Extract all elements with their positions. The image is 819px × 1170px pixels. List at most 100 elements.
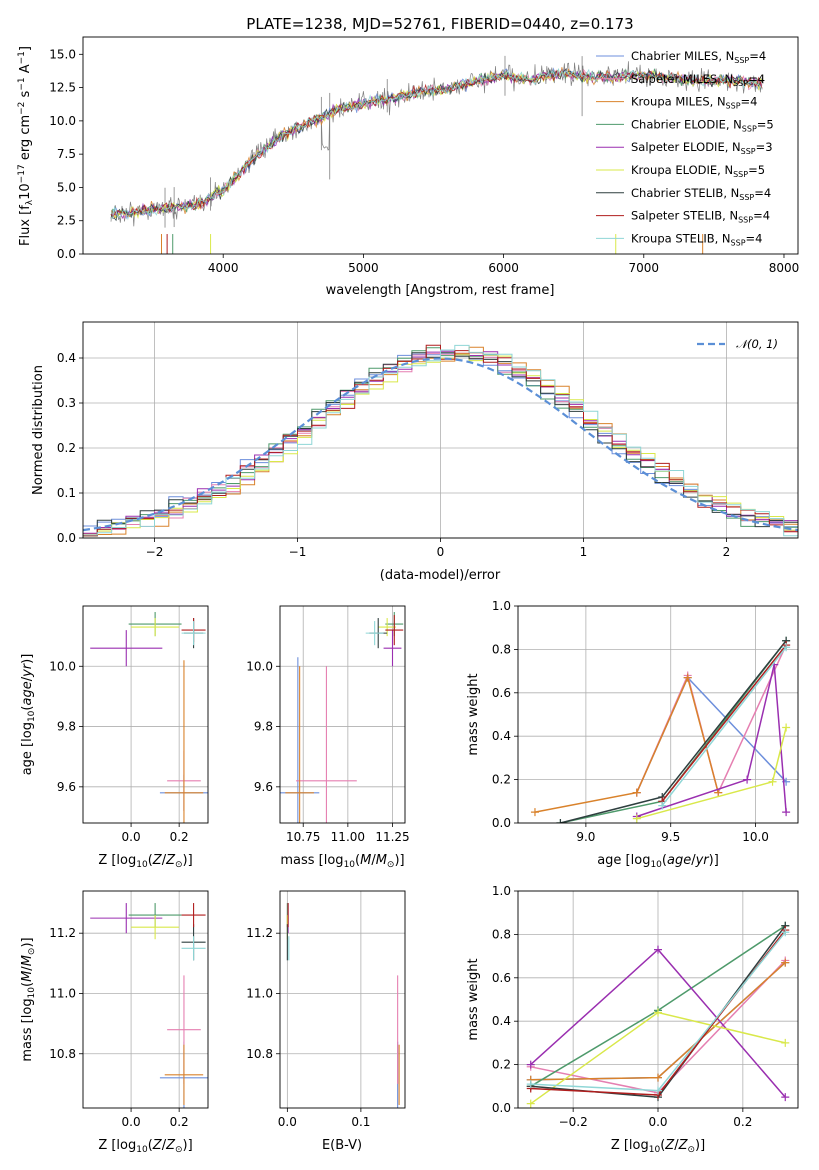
y-tick-label: 0.4: [492, 1014, 511, 1028]
weight-line-kroupa-miles: [534, 675, 719, 813]
x-tick-label: 8000: [769, 261, 800, 275]
plot-area: [530, 636, 791, 823]
x-tick-label: −2: [146, 545, 164, 559]
legend-label-gaussian: 𝒩(0, 1): [736, 337, 778, 351]
plot-area: [280, 612, 404, 823]
y-tick-label: 10.0: [246, 659, 273, 673]
weight-line-salpeter-stelib: [661, 644, 787, 802]
x-tick-label: 10.75: [286, 830, 320, 844]
x-tick-label: 1: [580, 545, 588, 559]
axes-frame: [279, 605, 406, 824]
x-tick-label: 4000: [208, 261, 239, 275]
x-tick-label: 5000: [348, 261, 379, 275]
y-tick-label: 0.6: [492, 971, 511, 985]
y-tick-label: 5.0: [57, 180, 76, 194]
axes-frame: [82, 605, 209, 824]
y-tick-label: 11.0: [246, 986, 273, 1000]
weight-line-salpeter-elodie: [636, 664, 787, 818]
weight-line-chabrier-elodie: [560, 640, 787, 823]
weight-marker-kroupa-elodie: [526, 1099, 535, 1108]
legend-label-kroupa-stelib: Kroupa STELIB, NSSP=4: [631, 231, 762, 247]
y-axis-label: Flux [fλ10−17 erg cm−2 s−1 A−1]: [17, 46, 35, 246]
axes-frame: [517, 890, 799, 1109]
legend-label-kroupa-elodie: Kroupa ELODIE, NSSP=5: [631, 163, 765, 179]
y-tick-label: 0.0: [57, 531, 76, 545]
weight-line-kroupa-stelib: [661, 646, 787, 807]
weight-line-salpeter-miles: [636, 644, 787, 795]
y-tick-label: 9.6: [254, 780, 273, 794]
y-tick-label: 0.0: [492, 1101, 511, 1115]
x-tick-label: 11.25: [375, 830, 409, 844]
y-tick-label: 0.1: [57, 486, 76, 500]
x-tick-label: 6000: [488, 261, 519, 275]
y-tick-label: 0.2: [492, 773, 511, 787]
y-tick-label: 10.0: [49, 114, 76, 128]
x-axis-label: (data-model)/error: [380, 568, 501, 583]
x-tick-label: −0.2: [559, 1115, 588, 1129]
y-tick-label: 11.0: [49, 986, 76, 1000]
x-axis-label: wavelength [Angstrom, rest frame]: [326, 283, 555, 298]
x-tick-label: 0.0: [122, 1115, 141, 1129]
age-vs-mass-panel: 10.75 11.00 11.25 9.6 9.8 10.0 mass [log10(M/M…: [246, 605, 410, 870]
y-tick-label: 9.8: [254, 720, 273, 734]
weight-marker-kroupa-elodie: [782, 723, 791, 732]
weight-marker-kroupa-elodie: [654, 1008, 662, 1017]
axes-frame: [82, 890, 209, 1109]
weight-marker-kroupa-elodie: [781, 1038, 790, 1047]
x-tick-label: 0.1: [351, 1115, 370, 1129]
axes-frame: [82, 36, 799, 255]
x-tick-label: 11.00: [331, 830, 365, 844]
y-tick-label: 11.2: [246, 926, 273, 940]
y-tick-label: 0.4: [57, 351, 76, 365]
y-axis-label: age [log10(age/yr)]: [20, 654, 37, 776]
x-tick-label: 0.0: [648, 1115, 667, 1129]
y-tick-label: 0.2: [57, 441, 76, 455]
y-tick-label: 0.8: [492, 927, 511, 941]
x-axis-label: E(B-V): [322, 1138, 362, 1153]
y-tick-label: 0.4: [492, 729, 511, 743]
plot-area: [286, 903, 400, 1108]
mass-vs-metallicity-panel: 0.0 0.2 10.8 11.0 11.2 Z [log10(Z/Z⊙)] mass [l…: [20, 890, 209, 1155]
weight-marker-kroupa-miles: [632, 788, 641, 797]
legend-label-chabrier-stelib: Chabrier STELIB, NSSP=4: [631, 186, 771, 202]
y-tick-label: 9.6: [57, 780, 76, 794]
y-tick-label: 2.5: [57, 214, 76, 228]
weight-marker-chabrier-stelib: [556, 819, 565, 823]
gaussian-curve: [83, 357, 798, 532]
weight-marker-salpeter-elodie: [743, 775, 752, 784]
weight-marker-kroupa-stelib: [526, 1080, 535, 1089]
plot-area: [526, 921, 790, 1108]
x-tick-label: −1: [289, 545, 307, 559]
x-tick-label: 0.2: [170, 1115, 189, 1129]
y-tick-label: 0.2: [492, 1058, 511, 1072]
massweight-vs-age-panel: 9.0 9.5 10.0 0.0 0.2 0.4 0.6 0.8 1.0 age [log10(a…: [466, 599, 799, 870]
weight-marker-salpeter-elodie: [782, 808, 791, 817]
axes-frame: [279, 890, 406, 1109]
weight-marker-kroupa-miles: [654, 1073, 662, 1082]
plot-area: [90, 903, 208, 1108]
legend-label-salpeter-stelib: Salpeter STELIB, NSSP=4: [631, 209, 770, 225]
x-tick-label: 0: [437, 545, 445, 559]
y-tick-label: 0.6: [492, 686, 511, 700]
mass-vs-ebv-panel: 0.0 0.1 10.8 11.0 11.2 E(B-V): [246, 890, 406, 1153]
plot-area: [90, 612, 208, 823]
y-axis-label: mass weight: [466, 673, 481, 755]
x-tick-label: 9.5: [661, 830, 680, 844]
weight-marker-kroupa-stelib: [781, 928, 790, 937]
weight-marker-kroupa-stelib: [782, 643, 791, 652]
plot-area: [110, 55, 764, 254]
weight-marker-salpeter-elodie: [526, 1060, 535, 1069]
y-tick-label: 15.0: [49, 47, 76, 61]
y-tick-label: 0.3: [57, 396, 76, 410]
y-tick-label: 0.0: [57, 247, 76, 261]
x-tick-label: 7000: [629, 261, 660, 275]
x-tick-label: 0.0: [278, 1115, 297, 1129]
x-tick-label: 0.0: [122, 830, 141, 844]
weight-marker-salpeter-elodie: [781, 1093, 790, 1102]
legend-label-salpeter-miles: Salpeter MILES, NSSP=4: [631, 72, 765, 88]
model-spectrum-kroupa-stelib: [110, 68, 763, 221]
x-tick-label: 9.0: [576, 830, 595, 844]
y-tick-label: 12.5: [49, 81, 76, 95]
weight-marker-kroupa-miles: [530, 808, 539, 817]
